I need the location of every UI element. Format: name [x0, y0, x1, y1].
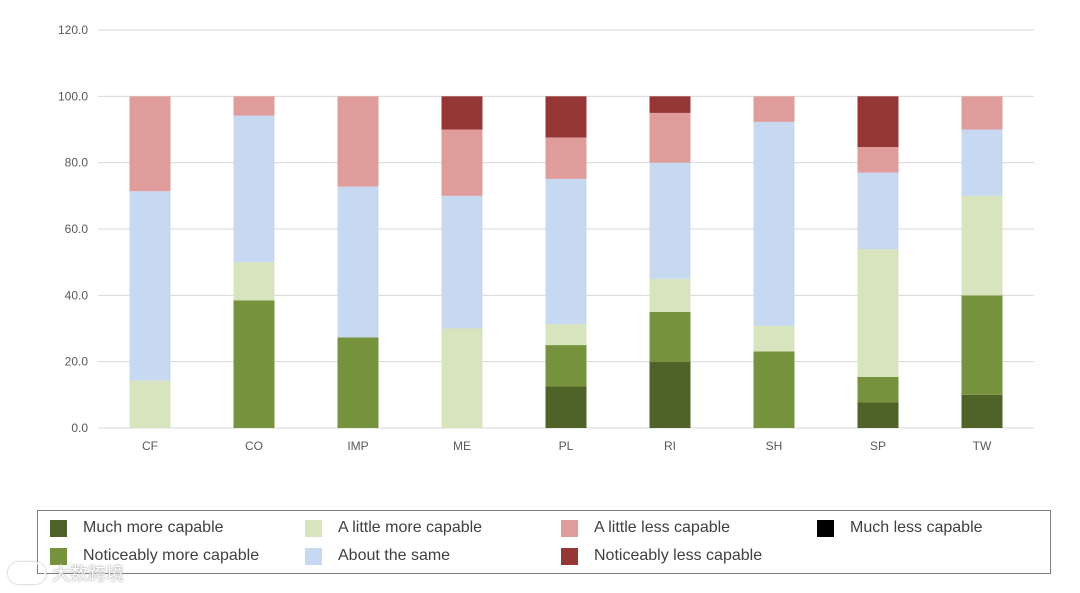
bar-segment [857, 147, 899, 173]
y-tick-label: 40.0 [65, 288, 89, 302]
y-tick-label: 60.0 [65, 222, 89, 236]
bar-segment [129, 191, 171, 381]
bar-segment [961, 295, 1003, 395]
bar-segment [649, 96, 691, 113]
legend-swatch [305, 547, 322, 565]
bar-segment [441, 96, 483, 130]
bar-segment [753, 325, 795, 352]
bar-segment [441, 328, 483, 428]
watermark-logo-icon [8, 562, 46, 584]
legend-label: A little more capable [338, 519, 483, 536]
bar-segment [545, 137, 587, 179]
bar-segment [857, 376, 899, 403]
legend-swatch [817, 519, 834, 537]
legend-item: Noticeably more capable [50, 547, 259, 565]
bar-segment [649, 361, 691, 428]
legend-swatch [305, 519, 322, 537]
bar-segment [545, 386, 587, 428]
bars [129, 96, 1003, 428]
bar-segment [649, 112, 691, 163]
x-tick-label: IMP [347, 439, 368, 453]
bar-segment [545, 324, 587, 346]
watermark: 大数跨境 [8, 560, 124, 586]
legend-label: Much less capable [850, 519, 983, 536]
legend-label: About the same [338, 547, 451, 564]
bar-segment [545, 96, 587, 138]
x-tick-label: ME [453, 439, 471, 453]
bar-segment [961, 195, 1003, 296]
legend-label: A little less capable [594, 519, 731, 536]
legend-item: Noticeably less capable [561, 547, 762, 565]
bar-segment [753, 96, 795, 122]
bar-segment [961, 129, 1003, 196]
x-tick-label: CF [142, 439, 158, 453]
bar-segment [129, 96, 171, 192]
chart-legend: Much more capable A little more capable A … [37, 510, 1051, 574]
bar-segment [857, 172, 899, 250]
bar-segment [233, 262, 275, 301]
bar-segment [857, 96, 899, 148]
legend-item: Much more capable [50, 519, 224, 537]
bar-segment [337, 337, 379, 428]
y-tick-label: 120.0 [58, 23, 88, 37]
bar-segment [337, 96, 379, 187]
bar-segment [129, 380, 171, 428]
x-tick-label: SH [766, 439, 783, 453]
legend-item: A little more capable [305, 519, 482, 537]
legend-label: Noticeably more capable [83, 547, 260, 564]
legend-swatch [50, 519, 67, 537]
y-tick-label: 0.0 [71, 421, 88, 435]
bar-segment [649, 162, 691, 279]
legend-item: Much less capable [817, 519, 983, 537]
legend-label: Much more capable [83, 519, 224, 536]
bar-segment [337, 186, 379, 338]
x-tick-label: TW [973, 439, 992, 453]
bar-segment [441, 129, 483, 196]
legend-item: A little less capable [561, 519, 730, 537]
bar-segment [961, 96, 1003, 130]
bar-segment [233, 96, 275, 116]
x-tick-label: SP [870, 439, 886, 453]
bar-segment [441, 195, 483, 329]
bar-segment [545, 178, 587, 325]
legend-swatch [561, 547, 578, 565]
bar-segment [857, 249, 899, 377]
y-tick-label: 20.0 [65, 355, 89, 369]
y-tick-label: 80.0 [65, 156, 89, 170]
watermark-text: 大数跨境 [52, 564, 124, 584]
bar-segment [857, 402, 899, 428]
bar-segment [233, 300, 275, 428]
bar-segment [753, 351, 795, 428]
bar-segment [545, 345, 587, 387]
bar-segment [649, 311, 691, 362]
x-tick-label: RI [664, 439, 676, 453]
legend-label: Noticeably less capable [594, 547, 763, 564]
x-tick-label: PL [559, 439, 574, 453]
bar-segment [649, 278, 691, 312]
legend-swatch [561, 519, 578, 537]
bar-segment [233, 115, 275, 263]
x-tick-label: CO [245, 439, 263, 453]
legend-item: About the same [305, 547, 450, 565]
y-tick-label: 100.0 [58, 89, 88, 103]
bar-segment [961, 394, 1003, 428]
legend-swatch [50, 547, 67, 565]
stacked-bar-chart: 0.0 20.0 40.0 60.0 80.0 100.0 120.0 CF CO IMP ME PL… [58, 23, 1034, 453]
axis-labels: 0.0 20.0 40.0 60.0 80.0 100.0 120.0 CF CO IMP ME PL… [58, 23, 992, 453]
bar-segment [753, 121, 795, 326]
